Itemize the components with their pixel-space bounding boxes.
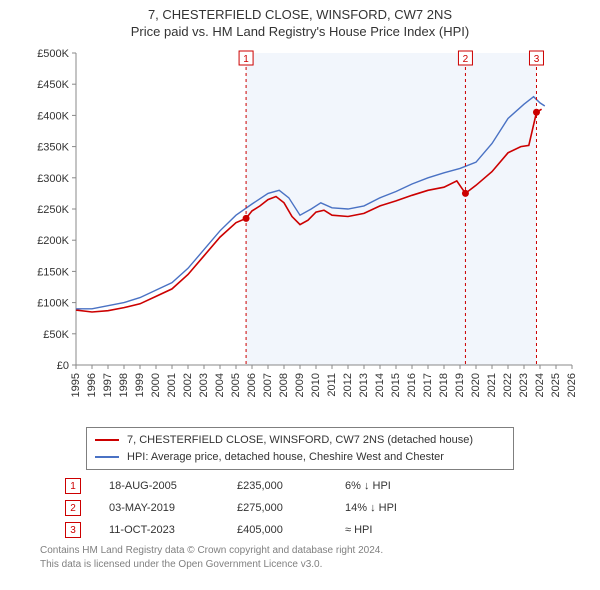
svg-text:2023: 2023	[518, 373, 530, 397]
svg-text:£0: £0	[57, 360, 69, 372]
table-row: 1 18-AUG-2005 £235,000 6% ↓ HPI	[65, 478, 535, 494]
svg-text:3: 3	[534, 54, 540, 65]
svg-text:2011: 2011	[326, 373, 338, 397]
sales-table: 1 18-AUG-2005 £235,000 6% ↓ HPI 2 03-MAY…	[65, 478, 535, 538]
svg-text:£250K: £250K	[37, 204, 69, 216]
svg-text:1999: 1999	[134, 373, 146, 397]
svg-text:2003: 2003	[198, 373, 210, 397]
svg-text:2: 2	[463, 54, 469, 65]
svg-text:1995: 1995	[70, 373, 82, 397]
svg-text:2000: 2000	[150, 373, 162, 397]
sale-price: £405,000	[237, 524, 317, 536]
svg-text:2009: 2009	[294, 373, 306, 397]
svg-text:2008: 2008	[278, 373, 290, 397]
svg-text:1: 1	[243, 54, 249, 65]
sale-date: 11-OCT-2023	[109, 524, 209, 536]
legend-label: HPI: Average price, detached house, Ches…	[127, 449, 444, 466]
legend-label: 7, CHESTERFIELD CLOSE, WINSFORD, CW7 2NS…	[127, 432, 473, 449]
sale-delta: ≈ HPI	[345, 524, 465, 536]
marker-badge: 3	[65, 522, 81, 538]
svg-text:2010: 2010	[310, 373, 322, 397]
chart-subtitle: Price paid vs. HM Land Registry's House …	[0, 24, 600, 43]
legend-swatch	[95, 439, 119, 441]
svg-text:2025: 2025	[550, 373, 562, 397]
sale-price: £275,000	[237, 502, 317, 514]
svg-text:2006: 2006	[246, 373, 258, 397]
svg-text:2005: 2005	[230, 373, 242, 397]
svg-text:2001: 2001	[166, 373, 178, 397]
svg-text:2019: 2019	[454, 373, 466, 397]
svg-text:1997: 1997	[102, 373, 114, 397]
svg-text:2020: 2020	[470, 373, 482, 397]
svg-text:2007: 2007	[262, 373, 274, 397]
svg-text:£100K: £100K	[37, 298, 69, 310]
line-chart-svg: £0 £50K £100K £150K £200K £250K £300K £350K £400…	[20, 43, 580, 423]
svg-text:£400K: £400K	[37, 111, 69, 123]
svg-text:2026: 2026	[566, 373, 578, 397]
svg-text:£300K: £300K	[37, 173, 69, 185]
svg-text:2021: 2021	[486, 373, 498, 397]
svg-text:2015: 2015	[390, 373, 402, 397]
legend-item: 7, CHESTERFIELD CLOSE, WINSFORD, CW7 2NS…	[95, 432, 505, 449]
svg-text:£500K: £500K	[37, 48, 69, 60]
svg-text:£200K: £200K	[37, 235, 69, 247]
sale-price: £235,000	[237, 480, 317, 492]
sale-date: 18-AUG-2005	[109, 480, 209, 492]
svg-text:2017: 2017	[422, 373, 434, 397]
svg-text:2014: 2014	[374, 373, 386, 397]
svg-text:2022: 2022	[502, 373, 514, 397]
svg-text:1996: 1996	[86, 373, 98, 397]
sale-date: 03-MAY-2019	[109, 502, 209, 514]
svg-text:2018: 2018	[438, 373, 450, 397]
svg-text:2012: 2012	[342, 373, 354, 397]
svg-text:2002: 2002	[182, 373, 194, 397]
footer-line: Contains HM Land Registry data © Crown c…	[40, 544, 560, 558]
legend-item: HPI: Average price, detached house, Ches…	[95, 449, 505, 466]
marker-badge: 2	[65, 500, 81, 516]
sale-delta: 14% ↓ HPI	[345, 502, 465, 514]
footer-line: This data is licensed under the Open Gov…	[40, 558, 560, 572]
svg-text:2024: 2024	[534, 373, 546, 397]
sale-delta: 6% ↓ HPI	[345, 480, 465, 492]
chart-title: 7, CHESTERFIELD CLOSE, WINSFORD, CW7 2NS	[0, 0, 600, 24]
legend-swatch	[95, 456, 119, 458]
svg-text:2013: 2013	[358, 373, 370, 397]
table-row: 3 11-OCT-2023 £405,000 ≈ HPI	[65, 522, 535, 538]
svg-text:£450K: £450K	[37, 79, 69, 91]
chart-area: £0 £50K £100K £150K £200K £250K £300K £350K £400…	[20, 43, 580, 423]
marker-badge: 1	[65, 478, 81, 494]
table-row: 2 03-MAY-2019 £275,000 14% ↓ HPI	[65, 500, 535, 516]
legend: 7, CHESTERFIELD CLOSE, WINSFORD, CW7 2NS…	[86, 427, 514, 470]
footer-attribution: Contains HM Land Registry data © Crown c…	[40, 544, 560, 571]
svg-text:1998: 1998	[118, 373, 130, 397]
svg-text:2004: 2004	[214, 373, 226, 397]
svg-text:£150K: £150K	[37, 267, 69, 279]
svg-text:£350K: £350K	[37, 142, 69, 154]
svg-text:£50K: £50K	[43, 329, 69, 341]
svg-text:2016: 2016	[406, 373, 418, 397]
